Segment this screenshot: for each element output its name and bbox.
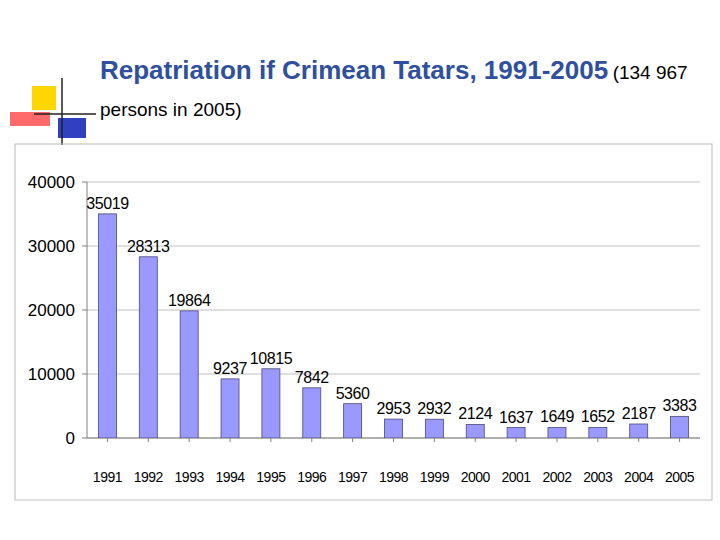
bar — [98, 214, 116, 438]
grid-line — [87, 182, 700, 183]
x-tick — [107, 438, 108, 442]
x-tick — [189, 438, 190, 442]
x-tick-label: 1994 — [215, 469, 245, 485]
bars — [98, 214, 688, 438]
bar — [466, 424, 484, 438]
y-axis — [87, 182, 88, 438]
bar — [671, 416, 689, 438]
x-tick — [556, 438, 557, 442]
data-label: 35019 — [86, 195, 129, 212]
x-tick — [352, 438, 353, 442]
data-label: 7842 — [295, 369, 329, 386]
x-tick-label: 1999 — [420, 469, 450, 485]
data-label: 5360 — [336, 385, 370, 402]
bar — [180, 311, 198, 438]
title-box: Repatriation if Crimean Tatars, 1991-200… — [100, 52, 700, 129]
chart-frame — [15, 144, 712, 500]
y-tick — [82, 246, 87, 247]
bar — [548, 427, 566, 438]
bar — [589, 427, 607, 438]
y-tick-label: 20000 — [28, 301, 75, 320]
x-tick-label: 1997 — [338, 469, 368, 485]
bar — [221, 379, 239, 438]
grid-line — [87, 310, 700, 311]
y-tick-label: 30000 — [28, 237, 75, 256]
x-tick — [270, 438, 271, 442]
grid-line — [87, 374, 700, 375]
bar — [425, 419, 443, 438]
x-tick-label: 1996 — [297, 469, 327, 485]
y-tick — [82, 438, 87, 439]
x-tick — [679, 438, 680, 442]
bar — [262, 369, 280, 438]
x-tick — [311, 438, 312, 442]
bar — [139, 257, 157, 438]
data-label: 2953 — [377, 400, 411, 417]
title: Repatriation if Crimean Tatars, 1991-200… — [100, 55, 608, 85]
data-label: 2932 — [417, 400, 451, 417]
x-tick-label: 1995 — [256, 469, 286, 485]
grid-line — [87, 246, 700, 247]
logo-square — [32, 86, 56, 110]
chart: 0 10000 20000 30000 40000 35019 28313 19864 9237… — [0, 0, 720, 540]
x-tick — [230, 438, 231, 442]
y-tick-label: 40000 — [28, 173, 75, 192]
data-label: 2187 — [622, 405, 656, 422]
x-tick — [638, 438, 639, 442]
x-tick-label: 1991 — [93, 469, 123, 485]
x-tick — [434, 438, 435, 442]
data-label: 3383 — [663, 397, 697, 414]
data-label: 1649 — [540, 408, 574, 425]
x-tick-label: 2005 — [665, 469, 695, 485]
y-tick — [82, 310, 87, 311]
y-tick-label: 0 — [66, 429, 75, 448]
data-label: 28313 — [127, 238, 170, 255]
x-tick — [148, 438, 149, 442]
y-tick-label: 10000 — [28, 365, 75, 384]
bar — [344, 404, 362, 438]
x-tick — [516, 438, 517, 442]
x-tick-label: 2001 — [502, 469, 532, 485]
x-tick-label: 2004 — [624, 469, 654, 485]
x-tick-label: 1993 — [175, 469, 205, 485]
data-label: 19864 — [168, 292, 211, 309]
x-tick-label: 2003 — [583, 469, 613, 485]
bar — [303, 388, 321, 438]
x-tick — [475, 438, 476, 442]
logo-line — [61, 78, 63, 145]
data-label: 1637 — [499, 409, 533, 426]
x-tick — [393, 438, 394, 442]
data-label: 1652 — [581, 408, 615, 425]
data-label: 2124 — [458, 405, 492, 422]
x-tick-label: 2002 — [542, 469, 572, 485]
x-tick-label: 2000 — [461, 469, 491, 485]
y-tick — [82, 182, 87, 183]
bar — [507, 428, 525, 438]
data-label: 9237 — [213, 360, 247, 377]
x-tick-label: 1992 — [134, 469, 164, 485]
data-label: 10815 — [250, 350, 293, 367]
y-tick — [82, 374, 87, 375]
x-tick-label: 1998 — [379, 469, 409, 485]
bar — [630, 424, 648, 438]
bar — [385, 419, 403, 438]
logo-line — [34, 113, 96, 115]
x-tick — [597, 438, 598, 442]
